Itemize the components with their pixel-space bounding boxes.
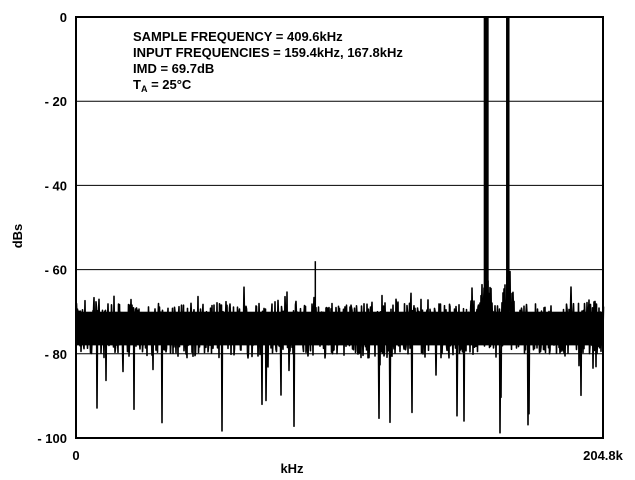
y-tick-labels: 0 - 20 - 40 - 60 - 80 - 100 — [37, 10, 67, 446]
plot-frame — [75, 16, 604, 439]
x-tick-label-start: 0 — [72, 448, 79, 463]
tone-peaks — [483, 17, 510, 321]
noise-band — [76, 311, 603, 346]
annotation-sample-frequency: SAMPLE FREQUENCY = 409.6kHz — [133, 29, 343, 44]
temp-rest: = 25°C — [147, 77, 191, 92]
annotation-input-frequencies: INPUT FREQUENCIES = 159.4kHz, 167.8kHz — [133, 45, 403, 60]
grid-lines — [76, 100, 603, 355]
annotation-block: SAMPLE FREQUENCY = 409.6kHz INPUT FREQUE… — [133, 29, 403, 94]
y-axis-label: dBs — [10, 224, 25, 249]
x-tick-label-end: 204.8k — [583, 448, 624, 463]
x-axis-label: kHz — [280, 461, 304, 476]
temp-main: T — [133, 77, 141, 92]
y-tick-label-1: - 20 — [45, 94, 67, 109]
y-tick-label-5: - 100 — [37, 431, 67, 446]
y-tick-label-3: - 60 — [45, 263, 67, 278]
annotation-imd: IMD = 69.7dB — [133, 61, 214, 76]
annotation-temperature: TA = 25°C — [133, 77, 192, 94]
y-tick-label-4: - 80 — [45, 347, 67, 362]
y-tick-label-2: - 40 — [45, 178, 67, 193]
y-tick-label-0: 0 — [60, 10, 67, 25]
noise-floor-series — [75, 244, 605, 434]
temp-subscript: A — [141, 84, 148, 94]
